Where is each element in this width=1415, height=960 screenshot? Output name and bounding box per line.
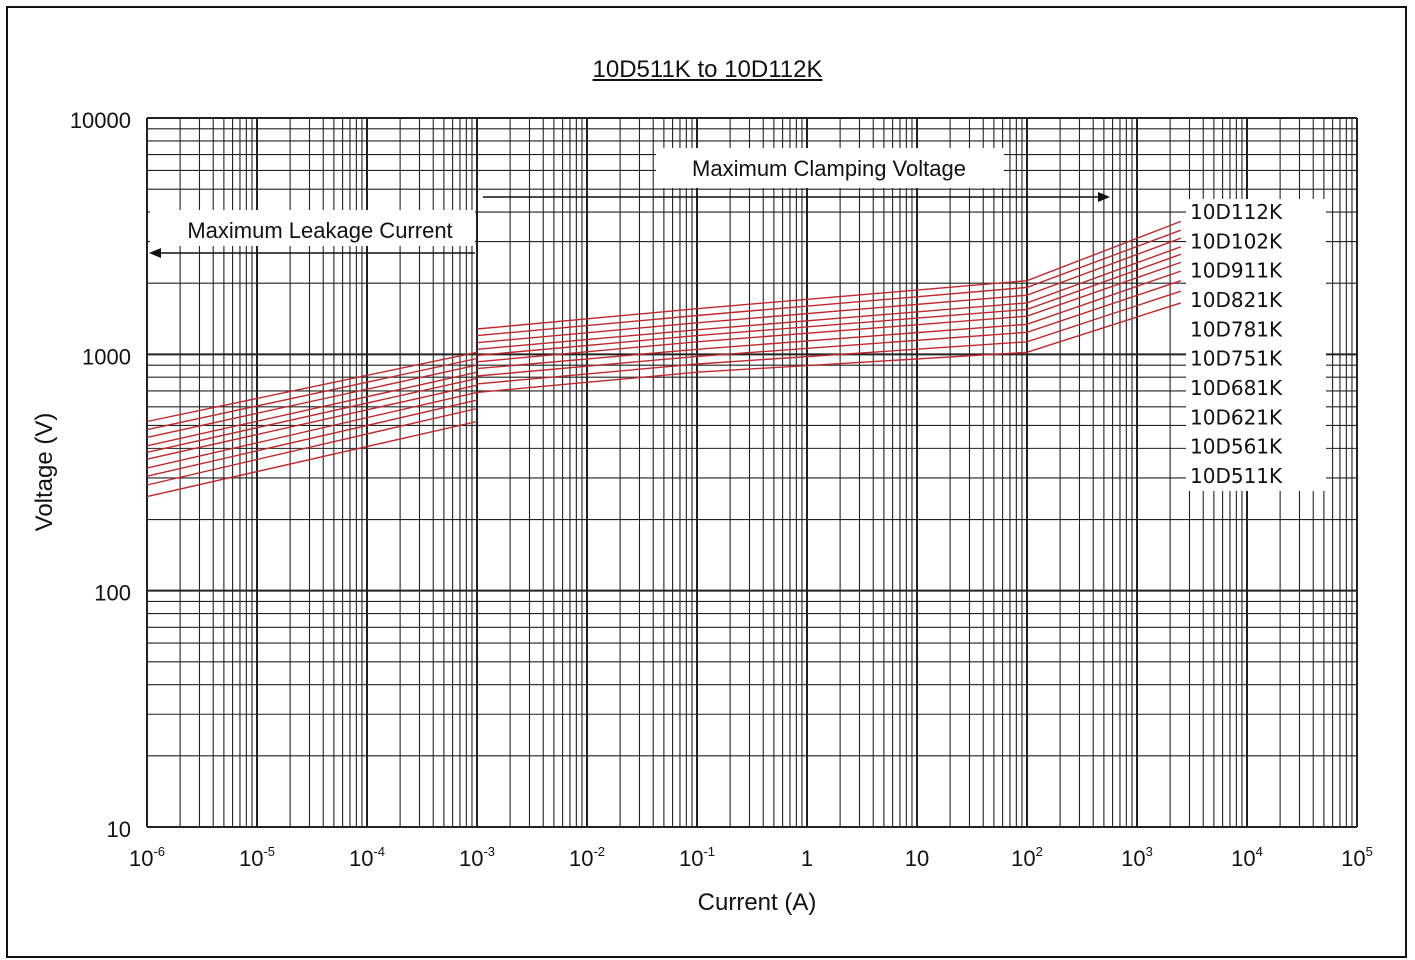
legend-label: 10D561K — [1190, 435, 1283, 459]
legend: 10D112K 10D102K 10D911K 10D821K 10D781K 10D75… — [1186, 199, 1326, 491]
leakage-annotation: Maximum Leakage Current — [187, 218, 452, 243]
legend-label: 10D821K — [1190, 288, 1283, 312]
legend-label: 10D621K — [1190, 405, 1283, 429]
chart-title: 10D511K to 10D112K — [592, 56, 823, 83]
legend-label: 10D102K — [1190, 229, 1283, 253]
leakage-arrow-head — [149, 248, 161, 258]
legend-label: 10D511K — [1190, 464, 1283, 488]
x-tick-label: 10-4 — [349, 844, 385, 871]
x-tick-label: 104 — [1231, 844, 1263, 871]
clamping-line — [476, 253, 1182, 357]
x-axis-title: Current (A) — [698, 889, 817, 916]
clamping-line — [476, 261, 1182, 363]
leakage-line — [146, 391, 478, 469]
legend-background — [1186, 199, 1326, 491]
legend-label: 10D751K — [1190, 347, 1283, 371]
x-tick-label: 10-1 — [679, 844, 715, 871]
clamping-line — [476, 302, 1182, 394]
x-tick-label: 10-3 — [459, 844, 495, 871]
leakage-line — [146, 384, 478, 460]
clamping-line — [476, 246, 1182, 350]
leakage-line — [146, 357, 478, 431]
x-tick-label: 10 — [905, 846, 929, 871]
y-tick-label: 10000 — [70, 108, 131, 133]
x-tick-label: 10-6 — [129, 844, 165, 871]
clamping-annotation: Maximum Clamping Voltage — [692, 156, 966, 181]
leakage-line — [146, 399, 478, 477]
x-tick-label: 1 — [801, 846, 813, 871]
y-tick-label: 1000 — [82, 344, 131, 369]
annotations: Maximum Leakage Current Maximum Clamping… — [149, 148, 1110, 258]
clamping-line — [476, 229, 1182, 337]
legend-label: 10D781K — [1190, 317, 1283, 341]
y-tick-label: 10 — [107, 817, 131, 842]
tick-labels: 10-6 10-5 10-4 10-3 10-2 10-1 1 10 102 103 104 105 1… — [70, 108, 1373, 871]
x-tick-label: 102 — [1011, 844, 1043, 871]
leakage-line — [146, 407, 478, 486]
series-lines — [146, 220, 1182, 498]
x-tick-label: 103 — [1121, 844, 1153, 871]
clamping-line — [476, 290, 1182, 385]
leakage-line — [146, 377, 478, 453]
x-tick-label: 105 — [1341, 844, 1373, 871]
x-tick-label: 10-2 — [569, 844, 605, 871]
y-tick-label: 100 — [94, 581, 131, 606]
leakage-line — [146, 420, 478, 498]
legend-label: 10D911K — [1190, 259, 1283, 283]
clamping-line — [476, 237, 1182, 344]
x-tick-label: 10-5 — [239, 844, 275, 871]
leakage-line — [146, 364, 478, 439]
clamping-arrow-head — [1098, 192, 1110, 202]
clamping-annotation-bg — [656, 148, 1004, 188]
legend-label: 10D112K — [1190, 200, 1283, 224]
y-axis-title: Voltage (V) — [31, 413, 58, 532]
clamping-line — [476, 270, 1182, 370]
leakage-line — [146, 351, 478, 423]
leakage-annotation-bg — [150, 210, 475, 246]
clamping-line — [476, 220, 1182, 330]
leakage-line — [146, 371, 478, 447]
legend-label: 10D681K — [1190, 376, 1283, 400]
clamping-line — [476, 280, 1182, 377]
